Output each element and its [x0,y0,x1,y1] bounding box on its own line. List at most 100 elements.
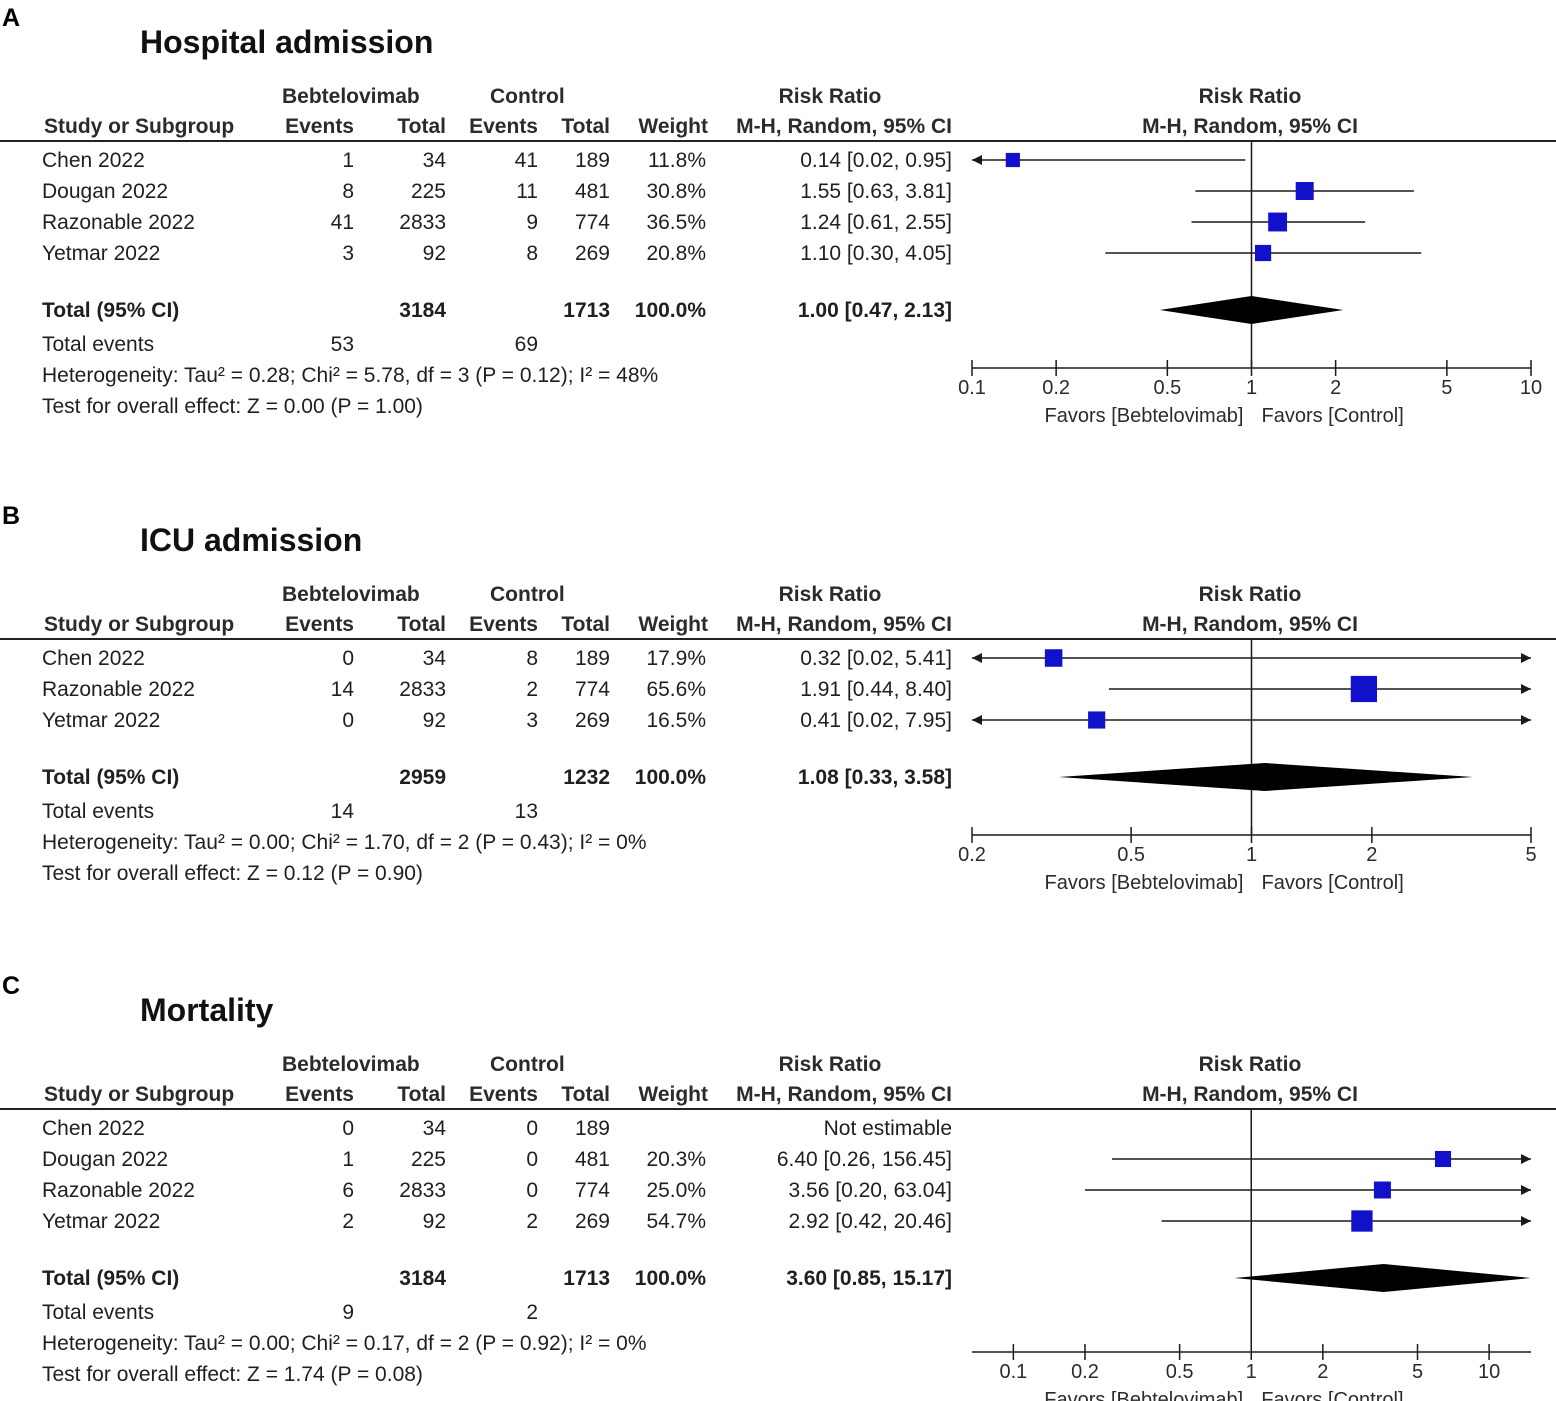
ci-arrow-left [972,715,982,725]
group1-header: Bebtelovimab [282,583,420,606]
study-marker [1351,1210,1373,1232]
study-marker [1088,711,1106,729]
heterogeneity-text: Heterogeneity: Tau² = 0.00; Chi² = 0.17,… [42,1332,647,1355]
axis-tick-label: 1 [1246,844,1257,866]
study-name: Chen 2022 [42,647,145,670]
axis-tick-label: 0.5 [1117,844,1145,866]
events2-value: 0 [526,1179,538,1202]
total1-value: 92 [422,709,446,732]
axis-tick-label: 2 [1317,1361,1328,1383]
axis-tick-label: 0.2 [1042,377,1070,399]
study-marker [1373,1181,1391,1199]
overall-effect-text: Test for overall effect: Z = 0.00 (P = 1… [42,395,423,418]
axis-tick-label: 10 [1520,377,1542,399]
risk-ratio-value: 1.10 [0.30, 4.05] [800,242,952,265]
risk-ratio-value: 0.32 [0.02, 5.41] [800,647,952,670]
ci-arrow-right [1521,715,1531,725]
events2-value: 2 [526,1210,538,1233]
total2-value: 1713 [563,299,610,322]
events2-value: 11 [516,180,538,203]
panel-title: Hospital admission [140,24,434,60]
weight-header: Weight [638,613,708,636]
axis-tick-label: 0.5 [1153,377,1181,399]
plot-header-bottom: M-H, Random, 95% CI [1142,1083,1358,1106]
weight-value: 20.3% [646,1148,706,1171]
total1-header: Total [397,613,446,636]
risk-ratio-value: 1.91 [0.44, 8.40] [800,678,952,701]
header-rule [0,140,1556,142]
plot-header-bottom: M-H, Random, 95% CI [1142,115,1358,138]
heterogeneity-text: Heterogeneity: Tau² = 0.00; Chi² = 1.70,… [42,831,647,854]
study-name: Razonable 2022 [42,678,195,701]
study-name: Dougan 2022 [42,1148,169,1171]
total-events2: 2 [526,1301,538,1324]
favors-right-label: Favors [Control] [1262,405,1404,427]
risk-ratio-value: 0.14 [0.02, 0.95] [800,149,952,172]
weight-value: 20.8% [646,242,706,265]
total1-value: 34 [422,647,446,670]
events2-value: 0 [526,1117,538,1140]
total2-value: 481 [574,180,610,203]
axis-tick-label: 0.2 [958,844,986,866]
total2-value: 189 [574,647,610,670]
ci-arrow-left [972,653,982,663]
events2-value: 9 [526,211,538,234]
rr-header-top: Risk Ratio [778,583,882,606]
heterogeneity-text: Heterogeneity: Tau² = 0.28; Chi² = 5.78,… [42,364,659,387]
risk-ratio-value: 3.56 [0.20, 63.04] [788,1179,952,1202]
panel-a: A Hospital admission Bebtelovimab Control Ri… [0,0,1556,480]
favors-left-label: Favors [Bebtelovimab] [1044,1389,1243,1401]
rr-header-top: Risk Ratio [778,85,882,108]
total1-value: 225 [410,1148,446,1171]
study-header: Study or Subgroup [44,613,235,636]
study-name: Yetmar 2022 [42,709,161,732]
events1-value: 0 [342,1117,354,1140]
events1-value: 1 [342,1148,354,1171]
axis-tick-label: 0.1 [958,377,986,399]
rr-header-bottom: M-H, Random, 95% CI [736,613,952,636]
header-rule [0,638,1556,640]
events2-value: 3 [526,709,538,732]
axis-tick-label: 5 [1525,844,1536,866]
events1-header: Events [285,613,354,636]
total2-value: 1232 [563,766,610,789]
risk-ratio-value: Not estimable [823,1117,952,1140]
total2-value: 774 [574,211,610,234]
header-rule [0,1108,1556,1110]
total-weight: 100.0% [634,1267,706,1290]
favors-left-label: Favors [Bebtelovimab] [1045,405,1244,427]
axis-tick-label: 2 [1330,377,1341,399]
summary-diamond [1234,1264,1531,1292]
favors-right-label: Favors [Control] [1262,872,1404,894]
overall-effect-text: Test for overall effect: Z = 0.12 (P = 0… [42,862,423,885]
events1-value: 1 [342,149,354,172]
study-name: Dougan 2022 [42,180,169,203]
axis-tick-label: 1 [1246,377,1257,399]
study-marker [1434,1150,1452,1168]
group2-header: Control [490,583,565,606]
rr-header-top: Risk Ratio [778,1053,882,1076]
total-events-label: Total events [42,1301,155,1324]
events2-value: 0 [526,1148,538,1171]
axis-tick-label: 2 [1366,844,1377,866]
events2-value: 2 [526,678,538,701]
total2-value: 269 [574,242,610,265]
weight-value: 36.5% [646,211,706,234]
ci-arrow-right [1521,1216,1531,1226]
events1-value: 0 [342,647,354,670]
study-marker [1254,244,1272,262]
total1-value: 34 [422,149,446,172]
group1-header: Bebtelovimab [282,1053,420,1076]
study-name: Razonable 2022 [42,211,195,234]
risk-ratio-value: 0.41 [0.02, 7.95] [800,709,952,732]
group2-header: Control [490,1053,565,1076]
study-marker [1005,152,1020,168]
risk-ratio-value: 6.40 [0.26, 156.45] [776,1148,952,1171]
weight-value: 17.9% [646,647,706,670]
events2-header: Events [469,115,538,138]
ci-arrow-right [1521,684,1531,694]
total1-value: 2833 [399,211,446,234]
weight-value: 54.7% [646,1210,706,1233]
events2-value: 8 [526,242,538,265]
events1-value: 0 [342,709,354,732]
